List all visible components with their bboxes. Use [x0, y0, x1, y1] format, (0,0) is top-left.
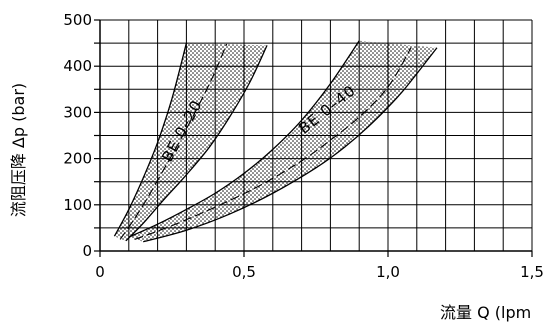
y-tick-label-2: 200 — [63, 150, 92, 168]
curve-nominal-1 — [134, 47, 412, 240]
y-tick-label-4: 400 — [63, 57, 92, 75]
x-axis-label: 流量 Q (lpm — [440, 303, 531, 322]
curve-lower-1 — [143, 47, 438, 243]
x-tick-label-0: 0 — [95, 263, 105, 281]
band-fill-1 — [128, 40, 437, 242]
axes-layer — [94, 19, 533, 257]
y-tick-label-1: 100 — [63, 196, 92, 214]
x-tick-label-1: 0,5 — [232, 263, 256, 281]
curve-lower-0 — [125, 45, 268, 242]
y-axis-label: 流阻压降 Δp (bar) — [9, 83, 28, 217]
curve-nominal-0 — [119, 43, 228, 240]
bands-layer — [114, 40, 437, 242]
curve-upper-1 — [128, 40, 360, 238]
x-tick-label-3: 1,5 — [520, 263, 544, 281]
curve-upper-0 — [113, 42, 188, 237]
y-tick-label-3: 300 — [63, 103, 92, 121]
curves-layer — [113, 40, 438, 243]
grid-layer — [100, 19, 533, 251]
x-tick-label-2: 1,0 — [376, 263, 400, 281]
y-tick-label-5: 500 — [63, 11, 92, 29]
band-fill-0 — [114, 43, 268, 241]
y-tick-label-0: 0 — [82, 242, 92, 260]
